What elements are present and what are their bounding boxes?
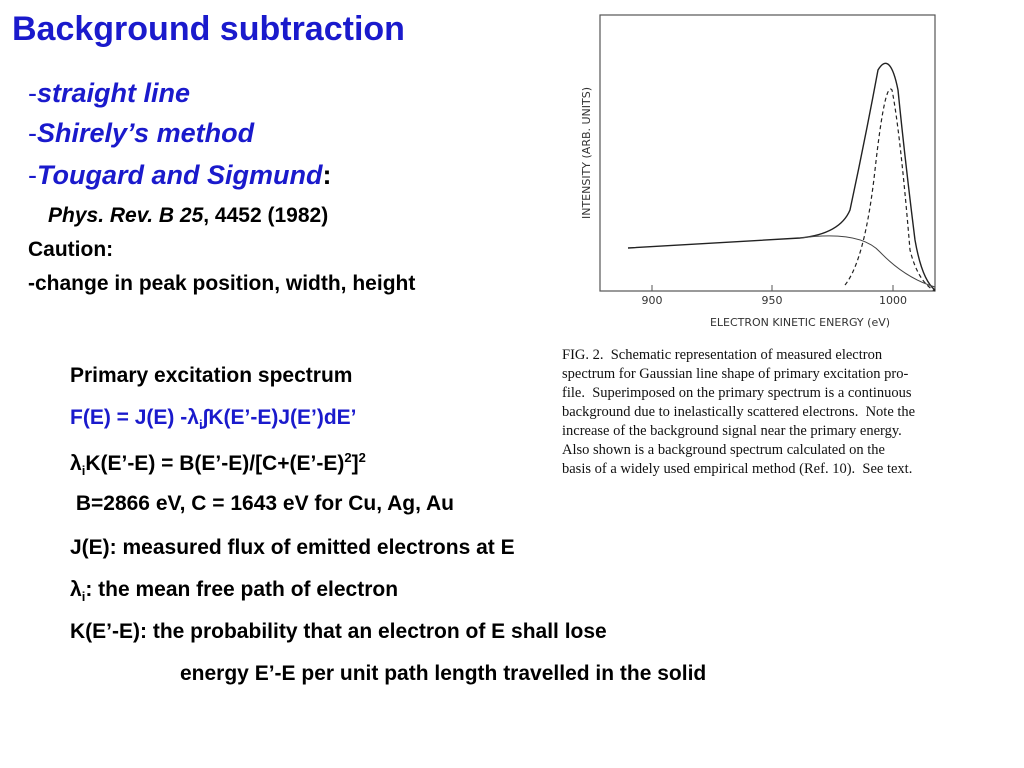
text-part: F(E) = J(E) - [70,406,188,429]
text-part: λ [70,452,82,475]
method: -Tougard and Sigmund: [28,160,331,191]
body-line: energy E’-E per unit path length travell… [180,662,706,686]
text-part: ] [351,452,359,475]
body-line: F(E) = J(E) -λi∫K(E’-E)J(E’)dE’ [70,406,357,432]
method-text: Tougard and Sigmund [37,160,323,190]
subscript: i [81,463,86,479]
text-part: : the mean free path of electron [85,578,399,601]
caption-line: basis of a widely used empirical method … [562,461,913,477]
title: Background subtraction [12,10,405,48]
supscript: 2 [344,450,352,465]
caption-line: background due to inelastically scattere… [562,404,916,420]
marker: - [28,118,37,148]
background-curve [799,235,936,288]
body-line: K(E’-E): the probability that an electro… [70,620,607,644]
tick-label: 950 [762,294,783,307]
text-part: K(E’-E): the probability that an electro… [70,620,607,643]
suffix: : [322,160,332,190]
caption-line: increase of the background signal near t… [562,423,902,439]
caption-line: FIG. 2. Schematic representation of meas… [562,347,883,363]
text-part: K(E’-E) = B(E’-E)/[C+(E’-E) [85,452,345,475]
marker: - [28,78,37,108]
caption-line: Also shown is a background spectrum calc… [562,442,885,458]
subscript: i [81,589,86,605]
reference: Phys. Rev. B 25, 4452 (1982) [48,204,328,228]
body-line: J(E): measured flux of emitted electrons… [70,536,515,560]
x-ticks: 900 950 1000 [642,285,907,307]
primary-curve [844,88,936,292]
text-part: λ [70,578,82,601]
caution-text: -change in peak position, width, height [28,272,416,295]
method-text: Shirely’s method [37,118,255,148]
journal: Phys. Rev. B 25 [48,204,204,227]
method: -straight line [28,78,190,109]
marker: - [28,160,37,190]
body-line: λi: the mean free path of electron [70,578,398,604]
tick-label: 1000 [879,294,907,307]
text-part: B=2866 eV, C = 1643 eV for Cu, Ag, Au [70,492,454,515]
frame [599,14,936,292]
text-part: ∫K(E’-E)J(E’)dE’ [202,406,357,429]
text-part: J(E): measured flux of emitted electrons… [70,536,515,559]
body-line: λiK(E’-E) = B(E’-E)/[C+(E’-E)2]2 [70,450,366,478]
tick-label: 900 [642,294,663,307]
method: -Shirely’s method [28,118,254,149]
body-line: Primary excitation spectrum [70,364,352,388]
method-text: straight line [37,78,191,108]
caution-label: Caution: [28,238,114,261]
text-part: energy E’-E per unit path length travell… [180,662,707,685]
y-label: INTENSITY (ARB. UNITS) [580,87,593,219]
supscript: 2 [358,450,366,465]
caption-line: file. Superimposed on the primary spectr… [562,385,912,401]
body-line: B=2866 eV, C = 1643 eV for Cu, Ag, Au [70,492,454,516]
subscript: i [198,417,203,433]
text-part: λ [187,406,199,429]
text-part: Primary excitation spectrum [70,364,353,387]
ref-rest: , 4452 (1982) [203,204,329,227]
x-label: ELECTRON KINETIC ENERGY (eV) [710,316,890,329]
measured-curve [627,62,936,291]
caption-line: spectrum for Gaussian line shape of prim… [562,366,909,382]
figure: INTENSITY (ARB. UNITS) 900 950 1000 ELECTR… [580,14,936,329]
